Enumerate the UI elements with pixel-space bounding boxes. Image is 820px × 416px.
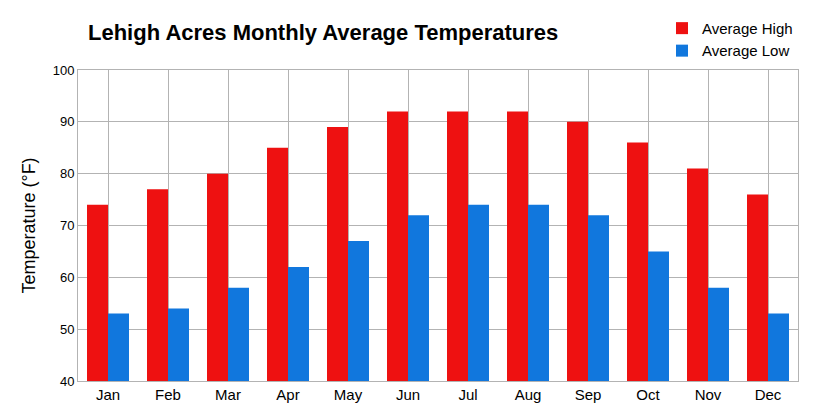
svg-text:100: 100 (53, 63, 75, 78)
svg-text:Jan: Jan (96, 386, 120, 403)
svg-text:Nov: Nov (695, 386, 722, 403)
svg-text:Average High: Average High (702, 20, 793, 37)
svg-text:Oct: Oct (636, 386, 660, 403)
svg-text:Mar: Mar (215, 386, 241, 403)
svg-text:Average Low: Average Low (702, 42, 789, 59)
svg-text:Jun: Jun (396, 386, 420, 403)
svg-text:40: 40 (60, 374, 74, 389)
svg-text:60: 60 (60, 270, 74, 285)
svg-text:Apr: Apr (276, 386, 299, 403)
svg-text:Jul: Jul (458, 386, 477, 403)
svg-text:Feb: Feb (155, 386, 181, 403)
svg-text:Temperature (°F): Temperature (°F) (19, 157, 39, 293)
svg-text:Dec: Dec (755, 386, 782, 403)
svg-text:Aug: Aug (515, 386, 542, 403)
svg-text:May: May (334, 386, 363, 403)
svg-text:70: 70 (60, 218, 74, 233)
svg-text:90: 90 (60, 114, 74, 129)
svg-text:80: 80 (60, 166, 74, 181)
svg-text:50: 50 (60, 322, 74, 337)
svg-text:Sep: Sep (575, 386, 602, 403)
svg-text:Lehigh Acres Monthly Average T: Lehigh Acres Monthly Average Temperature… (88, 20, 558, 45)
